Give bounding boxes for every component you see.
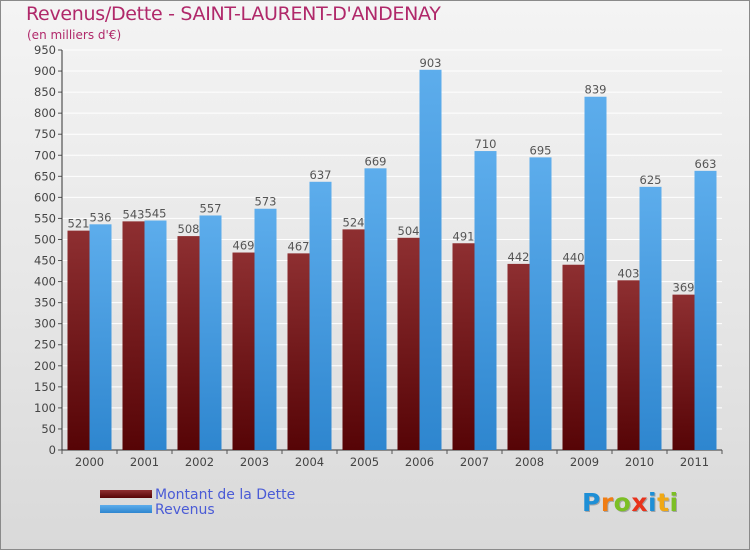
bar-revenus	[529, 157, 552, 451]
x-tick-label: 2010	[625, 455, 654, 469]
x-tick-label: 2004	[295, 455, 324, 469]
legend-label-dette: Montant de la Dette	[155, 487, 296, 503]
y-tick-label: 250	[34, 338, 56, 352]
data-label-revenus: 625	[640, 173, 662, 187]
data-label-dette: 543	[123, 207, 145, 221]
y-tick-label: 0	[49, 443, 56, 457]
bar-revenus	[89, 224, 112, 450]
data-label-dette: 524	[343, 215, 365, 229]
bar-revenus	[474, 151, 497, 451]
data-label-dette: 369	[673, 281, 695, 295]
y-tick-label: 100	[34, 401, 56, 415]
data-label-dette: 469	[233, 239, 255, 253]
data-label-revenus: 695	[530, 143, 552, 157]
y-tick-label: 950	[34, 43, 56, 57]
y-tick-label: 650	[34, 169, 56, 183]
data-label-dette: 491	[453, 229, 475, 243]
y-tick-label: 50	[41, 422, 56, 436]
data-label-revenus: 710	[475, 137, 497, 151]
y-tick-label: 150	[34, 380, 56, 394]
data-label-dette: 508	[178, 222, 200, 236]
x-tick-label: 2008	[515, 455, 544, 469]
data-label-revenus: 669	[365, 154, 387, 168]
x-tick-label: 2003	[240, 455, 269, 469]
y-tick-label: 550	[34, 211, 56, 225]
data-label-revenus: 545	[145, 207, 167, 221]
bar-dette	[452, 243, 475, 450]
x-tick-label: 2000	[75, 455, 104, 469]
y-tick-label: 800	[34, 106, 56, 120]
bar-dette	[232, 252, 255, 450]
data-label-dette: 504	[398, 224, 420, 238]
bar-dette	[177, 236, 200, 450]
data-label-dette: 403	[618, 266, 640, 280]
data-label-revenus: 903	[420, 56, 442, 70]
bar-dette	[287, 253, 310, 450]
bar-revenus	[254, 208, 277, 450]
x-tick-label: 2005	[350, 455, 379, 469]
bar-dette	[507, 263, 530, 450]
bar-dette	[122, 221, 145, 450]
logo-letter: r	[600, 488, 614, 517]
bar-revenus	[199, 215, 222, 450]
data-label-revenus: 536	[90, 210, 112, 224]
y-tick-label: 450	[34, 254, 56, 268]
bar-dette	[67, 230, 90, 450]
logo-letter: P	[582, 488, 601, 517]
logo-letter: i	[648, 488, 658, 517]
bar-dette	[672, 294, 695, 450]
y-tick-label: 300	[34, 317, 56, 331]
data-label-revenus: 573	[255, 195, 277, 209]
bar-dette	[342, 229, 365, 450]
logo-letter: o	[613, 488, 632, 517]
data-label-revenus: 663	[695, 157, 717, 171]
data-labels: 521 543 508 469 467 524 504 491 442 440 403 369 536 5…	[68, 56, 717, 295]
bar-revenus	[144, 220, 167, 450]
x-tick-label: 2002	[185, 455, 214, 469]
legend-swatch-dette	[100, 490, 152, 498]
data-label-dette: 440	[563, 251, 585, 265]
chart-title: Revenus/Dette - SAINT-LAURENT-D'ANDENAY	[26, 3, 441, 25]
bar-revenus	[309, 181, 332, 450]
data-label-revenus: 557	[200, 201, 222, 215]
data-label-dette: 521	[68, 217, 90, 231]
data-label-revenus: 637	[310, 168, 332, 182]
x-tick-label: 2001	[130, 455, 159, 469]
y-tick-label: 900	[34, 64, 56, 78]
gridlines	[62, 49, 722, 451]
bar-revenus	[639, 186, 662, 450]
bar-dette	[617, 280, 640, 450]
bar-dette	[397, 237, 420, 450]
data-label-dette: 442	[508, 250, 530, 264]
y-tick-label: 500	[34, 232, 56, 246]
data-label-revenus: 839	[585, 83, 607, 97]
bar-dette	[562, 264, 585, 450]
legend-swatch-revenus	[100, 505, 152, 513]
x-tick-label: 2009	[570, 455, 599, 469]
data-label-dette: 467	[288, 239, 310, 253]
y-tick-label: 700	[34, 148, 56, 162]
x-tick-label: 2006	[405, 455, 434, 469]
y-tick-label: 850	[34, 85, 56, 99]
y-tick-label: 600	[34, 190, 56, 204]
x-tick-label: 2011	[680, 455, 709, 469]
bar-revenus	[584, 96, 607, 450]
x-tick-label: 2007	[460, 455, 489, 469]
bar-revenus	[419, 69, 442, 450]
bar-revenus	[364, 168, 387, 450]
legend-label-revenus: Revenus	[155, 502, 215, 518]
logo-letter: i	[669, 488, 679, 517]
y-tick-label: 400	[34, 275, 56, 289]
y-tick-label: 750	[34, 127, 56, 141]
chart-subtitle: (en milliers d'€)	[27, 28, 122, 42]
axes: 0 50 100 150 200 250 300 350 400 450 500 550 600 650 7…	[34, 43, 723, 469]
y-tick-label: 350	[34, 296, 56, 310]
proxiti-logo: Proxiti	[582, 488, 679, 517]
logo-letter: t	[657, 488, 670, 517]
bar-revenus	[694, 170, 717, 450]
bars	[67, 69, 717, 451]
logo-letter: x	[631, 488, 648, 517]
y-tick-label: 200	[34, 359, 56, 373]
